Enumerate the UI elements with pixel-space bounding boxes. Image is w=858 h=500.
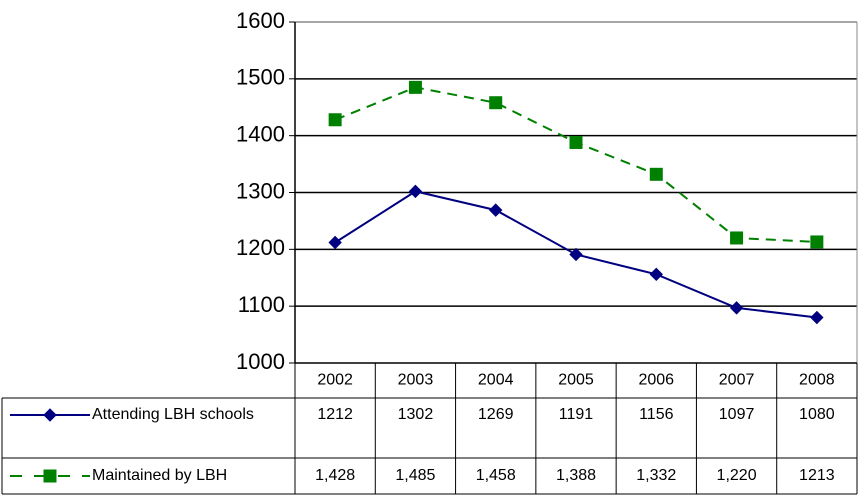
y-tick-label: 1400 [236,121,285,146]
y-tick-label: 1500 [236,65,285,90]
legend-label: Attending LBH schools [92,406,254,423]
x-tick-label: 2006 [638,372,674,389]
marker [408,80,422,94]
table-value: 1212 [317,406,353,423]
x-tick-label: 2003 [398,372,434,389]
marker [649,267,663,282]
marker [489,96,503,110]
marker [729,301,744,315]
legend-cell: Attending LBH schools [92,406,254,423]
y-tick-label: 1300 [236,178,285,203]
marker [489,203,503,217]
table-value: 1097 [719,406,755,423]
table-value: 1080 [799,406,835,423]
y-tick-label: 1000 [236,349,285,374]
x-tick-label: 2002 [317,372,353,389]
marker [408,184,423,199]
marker [649,167,663,181]
table-value: 1213 [799,467,835,484]
marker [810,235,824,249]
y-tick-label: 1200 [236,235,285,260]
legend-label: Maintained by LBH [92,467,228,484]
table-value: 1,458 [476,467,516,484]
marker [810,310,824,325]
x-tick-label: 2008 [799,372,835,389]
table-value: 1,485 [395,467,435,484]
table-value: 1,332 [636,467,676,484]
table-value: 1156 [639,406,674,423]
table-value: 1,428 [315,467,355,484]
y-tick-label: 1100 [238,292,285,317]
table-value: 1191 [559,406,594,423]
marker [569,135,583,149]
x-tick-label: 2007 [719,372,755,389]
marker [569,247,583,262]
marker [328,235,342,250]
table-value: 1,220 [717,467,757,484]
marker [328,113,342,127]
marker [730,231,744,245]
x-tick-label: 2005 [558,372,594,389]
table-value: 1302 [398,406,434,423]
marker [43,408,57,422]
y-tick-label: 1600 [236,8,285,33]
marker [43,469,57,483]
table-value: 1269 [478,406,514,423]
legend-cell: Maintained by LBH [92,467,228,484]
x-tick-label: 2004 [478,372,514,389]
series-line [334,86,817,243]
table-value: 1,388 [556,467,596,484]
